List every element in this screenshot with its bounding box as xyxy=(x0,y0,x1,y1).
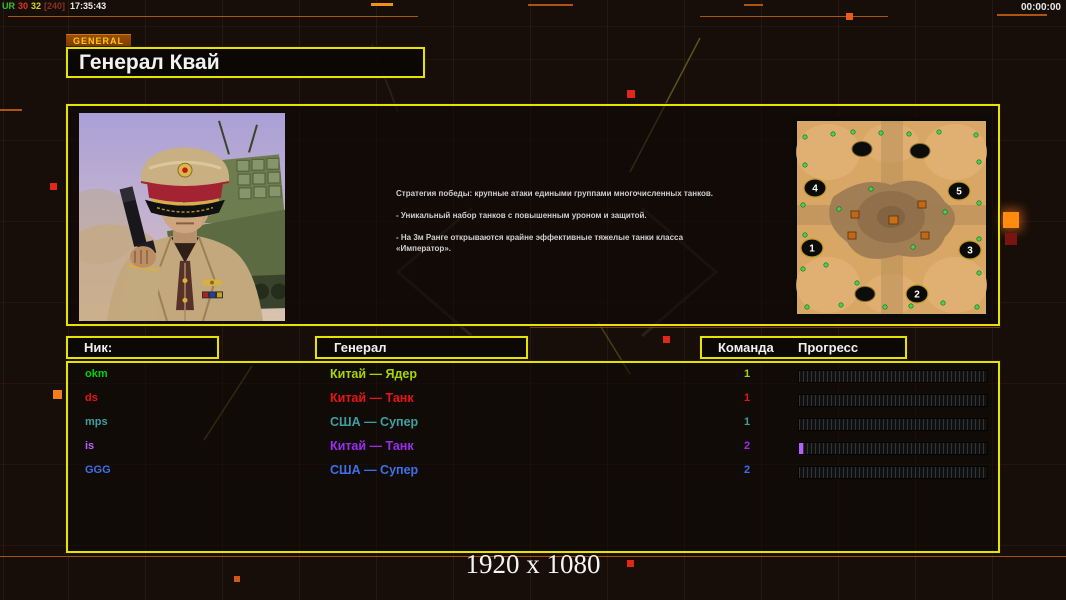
player-nick: okm xyxy=(85,368,108,380)
table-row: GGG США — Супер 2 xyxy=(68,463,998,487)
hud-line xyxy=(0,109,22,111)
map-slot-2: 2 xyxy=(905,284,929,304)
decor-square xyxy=(234,576,240,582)
debug-bracket: [240] xyxy=(44,1,66,11)
player-nick: GGG xyxy=(85,464,111,476)
hud-line xyxy=(528,4,573,6)
strategy-briefing: Стратегия победы: крупные атаки едиными … xyxy=(396,188,732,265)
debug-time: 17:35:43 xyxy=(70,1,107,11)
decor-square xyxy=(846,13,853,20)
decor-square xyxy=(627,90,635,98)
debug-fps: 30 xyxy=(18,1,29,11)
player-progress-bar xyxy=(798,466,988,479)
debug-ur: UR xyxy=(2,1,15,11)
decor-square xyxy=(53,390,62,399)
player-team-number: 1 xyxy=(743,368,751,380)
table-row: ds Китай — Танк 1 xyxy=(68,391,998,415)
player-general: США — Супер xyxy=(330,415,419,429)
player-nick: mps xyxy=(85,416,108,428)
general-info-panel: Стратегия победы: крупные атаки едиными … xyxy=(66,104,1000,326)
player-general: Китай — Танк xyxy=(330,439,414,453)
hud-line xyxy=(530,327,1000,328)
decor-square xyxy=(1005,233,1017,245)
general-title-box: Генерал Квай xyxy=(66,47,425,78)
general-name: Генерал Квай xyxy=(79,51,220,74)
player-team-number: 1 xyxy=(743,416,751,428)
general-tab-label: GENERAL xyxy=(66,34,132,48)
svg-text:2: 2 xyxy=(914,290,920,301)
map-slot-3: 3 xyxy=(958,240,982,260)
player-team-number: 2 xyxy=(743,440,751,452)
bottom-divider-line xyxy=(0,556,1066,557)
player-progress-bar xyxy=(798,370,988,383)
player-table: okm Китай — Ядер 1 ds Китай — Танк 1 mps США — … xyxy=(66,361,1000,553)
hud-line xyxy=(371,3,393,6)
game-timer: 00:00:00 xyxy=(1020,2,1061,13)
player-general: Китай — Ядер xyxy=(330,367,418,381)
column-header-general: Генерал xyxy=(315,336,528,359)
decor-square xyxy=(627,560,634,567)
table-row: is Китай — Танк 2 xyxy=(68,439,998,463)
player-progress-bar xyxy=(798,394,988,407)
map-slot-1: 1 xyxy=(800,238,824,258)
hud-line xyxy=(700,16,888,17)
player-general: Китай — Танк xyxy=(330,391,414,405)
table-row: mps США — Супер 1 xyxy=(68,415,998,439)
general-header-label: Генерал xyxy=(334,340,387,355)
svg-text:5: 5 xyxy=(956,187,962,198)
svg-text:1: 1 xyxy=(809,244,815,255)
briefing-line: - Уникальный набор танков с повышенным у… xyxy=(396,211,647,220)
hud-line xyxy=(744,4,763,6)
svg-text:3: 3 xyxy=(967,246,973,257)
player-progress-bar xyxy=(798,442,988,455)
column-header-team-progress: Команда Прогресс xyxy=(700,336,907,359)
nick-header-label: Ник: xyxy=(84,340,113,355)
player-progress-fill xyxy=(799,443,803,454)
team-header-label: Команда xyxy=(718,340,774,355)
player-nick: ds xyxy=(85,392,98,404)
decor-square xyxy=(1003,212,1019,228)
player-general: США — Супер xyxy=(330,463,419,477)
general-portrait xyxy=(79,113,285,321)
player-progress-bar xyxy=(798,418,988,431)
briefing-line: - На 3м Ранге открываются крайне эффекти… xyxy=(396,233,684,253)
briefing-line: Стратегия победы: крупные атаки едиными … xyxy=(396,189,713,198)
svg-text:4: 4 xyxy=(812,184,818,195)
resolution-label: 1920 x 1080 xyxy=(465,549,601,579)
player-team-number: 1 xyxy=(743,392,751,404)
decor-square xyxy=(50,183,57,190)
hud-line xyxy=(8,16,418,17)
debug-readout: UR 30 32 [240] 17:35:43 xyxy=(2,1,109,11)
player-nick: is xyxy=(85,440,95,452)
map-preview: 4 5 1 3 2 xyxy=(793,117,990,318)
progress-header-label: Прогресс xyxy=(798,340,859,355)
column-header-nick: Ник: xyxy=(66,336,219,359)
hud-line xyxy=(997,14,1047,16)
map-slot-4: 4 xyxy=(803,178,827,198)
decor-square xyxy=(663,336,670,343)
table-row: okm Китай — Ядер 1 xyxy=(68,367,998,391)
player-team-number: 2 xyxy=(743,464,751,476)
map-slot-5: 5 xyxy=(947,181,971,201)
debug-ms: 32 xyxy=(31,1,42,11)
